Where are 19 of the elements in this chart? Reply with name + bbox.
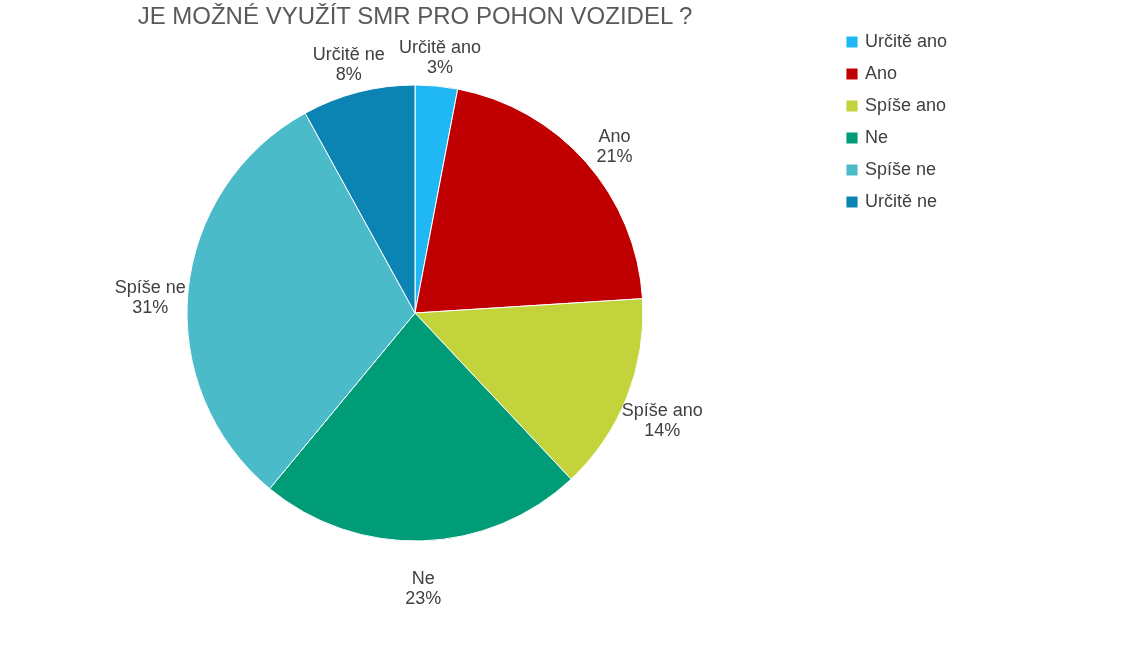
slice-label: Ano (598, 126, 631, 147)
legend-label: Spíše ano (865, 95, 947, 115)
legend-label: Spíše ne (865, 159, 937, 179)
data-label: 31% (132, 296, 169, 317)
slice-label: Ne (411, 567, 435, 588)
legend-label: Ne (865, 127, 889, 147)
data-label: 21% (596, 146, 633, 167)
legend-label: Určitě ne (865, 191, 938, 211)
slice-label: Spíše ano (621, 399, 703, 420)
data-label: 3% (427, 57, 454, 78)
chart-title: JE MOŽNÉ VYUŽÍT SMR PRO POHON VOZIDEL ? (137, 2, 693, 29)
data-label: 8% (335, 64, 362, 85)
slice-label: Určitě ano (399, 37, 482, 58)
data-label: 14% (644, 419, 681, 440)
data-label: 23% (405, 587, 442, 608)
legend-label: Ano (865, 63, 898, 83)
legend-label: Určitě ano (865, 31, 948, 51)
slice-label: Spíše ne (114, 276, 186, 297)
slice-label: Určitě ne (312, 44, 385, 65)
